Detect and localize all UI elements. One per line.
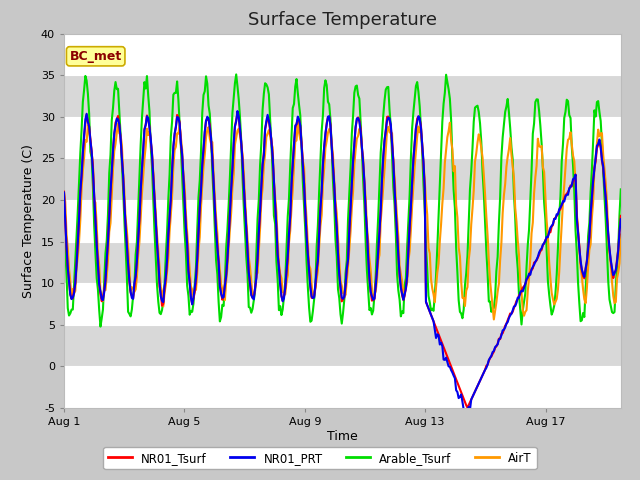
- NR01_PRT: [248, 292, 255, 298]
- Title: Surface Temperature: Surface Temperature: [248, 11, 437, 29]
- NR01_Tsurf: [69, 295, 77, 301]
- NR01_Tsurf: [248, 291, 255, 297]
- Line: AirT: AirT: [64, 122, 621, 320]
- Bar: [64, 283, 621, 325]
- AirT: [260, 163, 268, 168]
- NR01_Tsurf: [60, 189, 68, 194]
- NR01_PRT: [460, 407, 468, 412]
- NR01_Tsurf: [234, 111, 241, 117]
- Text: BC_met: BC_met: [70, 50, 122, 63]
- Bar: [64, 34, 621, 75]
- NR01_PRT: [234, 108, 241, 114]
- Y-axis label: Surface Temperature (C): Surface Temperature (C): [22, 144, 35, 298]
- Arable_Tsurf: [257, 141, 265, 146]
- NR01_Tsurf: [256, 208, 264, 214]
- Legend: NR01_Tsurf, NR01_PRT, Arable_Tsurf, AirT: NR01_Tsurf, NR01_PRT, Arable_Tsurf, AirT: [104, 447, 536, 469]
- NR01_Tsurf: [240, 181, 248, 187]
- Arable_Tsurf: [262, 82, 270, 87]
- X-axis label: Time: Time: [327, 430, 358, 443]
- Bar: [64, 117, 621, 158]
- AirT: [490, 317, 498, 323]
- AirT: [294, 119, 301, 125]
- NR01_PRT: [69, 295, 77, 300]
- AirT: [60, 189, 68, 195]
- NR01_Tsurf: [463, 405, 471, 410]
- NR01_Tsurf: [261, 126, 269, 132]
- AirT: [617, 232, 625, 238]
- Arable_Tsurf: [97, 324, 104, 329]
- Arable_Tsurf: [232, 72, 240, 77]
- Bar: [64, 366, 621, 408]
- AirT: [374, 258, 382, 264]
- Line: NR01_PRT: NR01_PRT: [64, 111, 621, 409]
- Bar: [64, 200, 621, 241]
- NR01_PRT: [261, 127, 269, 132]
- Arable_Tsurf: [249, 306, 257, 312]
- NR01_PRT: [256, 208, 264, 214]
- Arable_Tsurf: [241, 228, 249, 234]
- Bar: [64, 241, 621, 283]
- NR01_PRT: [240, 182, 248, 188]
- Arable_Tsurf: [617, 186, 625, 192]
- Arable_Tsurf: [60, 215, 68, 220]
- Bar: [64, 75, 621, 117]
- NR01_Tsurf: [617, 213, 625, 219]
- NR01_PRT: [374, 247, 382, 253]
- AirT: [246, 264, 254, 270]
- Arable_Tsurf: [69, 307, 77, 312]
- AirT: [255, 247, 262, 252]
- Arable_Tsurf: [376, 183, 383, 189]
- AirT: [69, 286, 77, 292]
- NR01_PRT: [60, 190, 68, 195]
- NR01_PRT: [617, 216, 625, 222]
- AirT: [239, 151, 246, 156]
- Bar: [64, 158, 621, 200]
- Line: NR01_Tsurf: NR01_Tsurf: [64, 114, 621, 408]
- Bar: [64, 325, 621, 366]
- NR01_Tsurf: [374, 250, 382, 256]
- Line: Arable_Tsurf: Arable_Tsurf: [64, 74, 621, 326]
